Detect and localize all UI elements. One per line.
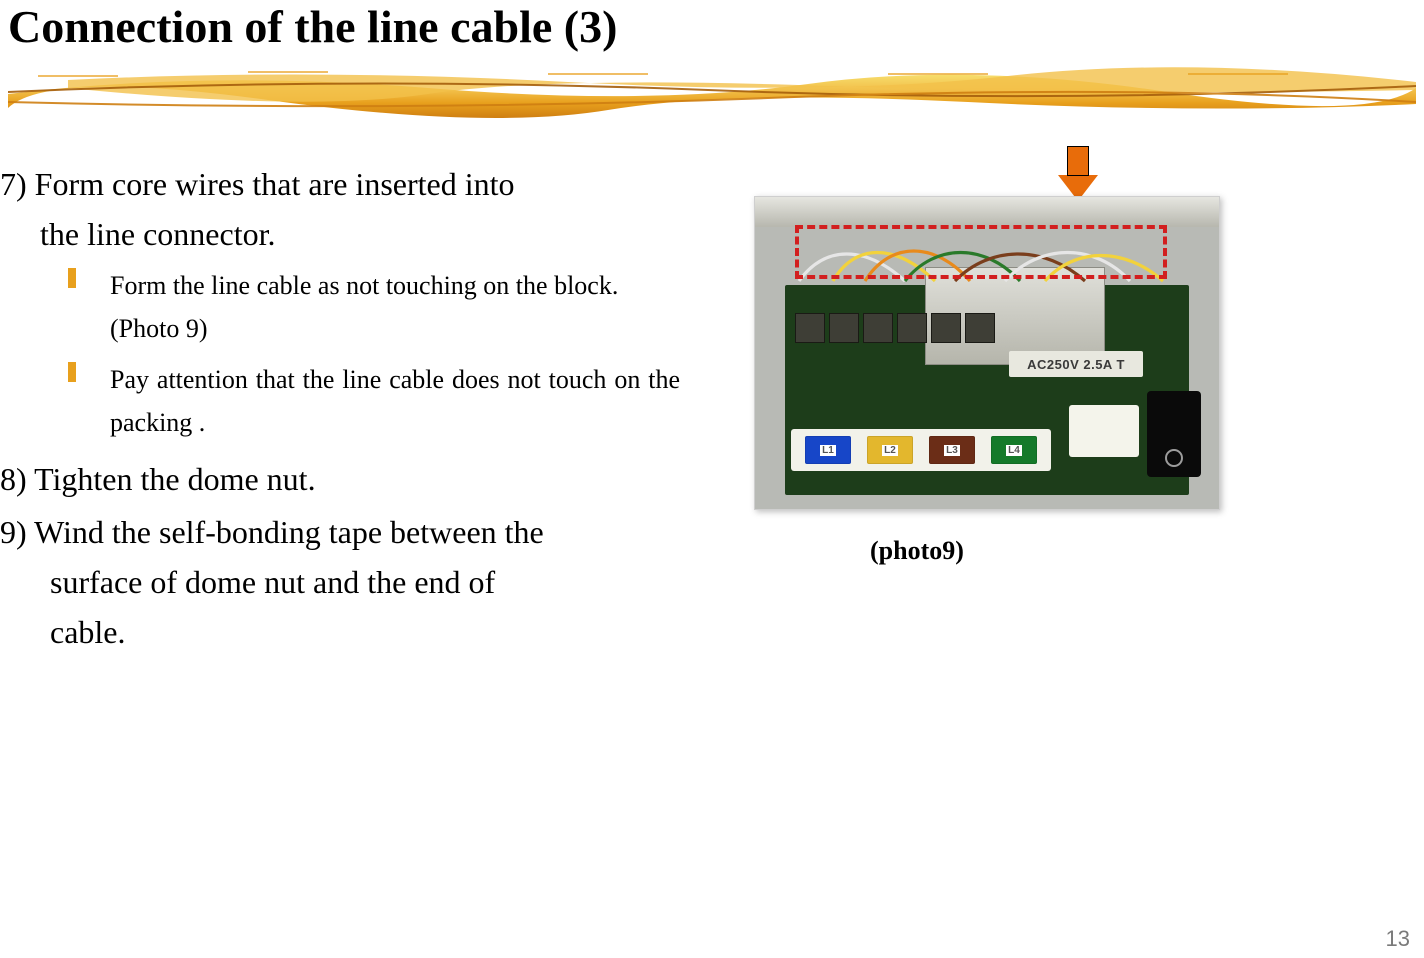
highlight-rectangle [795,225,1167,279]
sub-item: Form the line cable as not touching on t… [66,265,680,351]
page-title: Connection of the line cable (3) [8,0,617,53]
connector-block [1069,405,1139,457]
step-7-line2: the line connector. [0,210,680,260]
photo-caption: (photo9) [870,536,964,566]
label-l3: L3 [929,436,975,464]
sub-item-text: Pay attention that the line cable does n… [110,359,680,445]
sub-item-text: Form the line cable as not touching on t… [110,265,680,351]
step-9-line3: cable. [0,608,680,658]
enclosure-edge [755,197,1219,227]
body-text-column: 7) Form core wires that are inserted int… [0,160,680,657]
page-number: 13 [1386,926,1410,952]
step-number: 9) [0,514,27,550]
label-l1: L1 [805,436,851,464]
brush-divider [8,62,1416,120]
photo9: AC250V 2.5A T L1 L2 L3 L4 [754,196,1220,510]
step-text: Tighten the dome nut. [34,461,315,497]
step-number: 7) [0,166,27,202]
bullet-icon [66,265,78,291]
step-7-sublist: Form the line cable as not touching on t… [0,265,680,445]
line-labels: L1 L2 L3 L4 [791,429,1051,471]
step-text: Form core wires that are inserted into [35,166,515,202]
label-l4: L4 [991,436,1037,464]
bullet-icon [66,359,78,385]
label-l2: L2 [867,436,913,464]
step-9: 9) Wind the self-bonding tape between th… [0,508,680,558]
ac-rating-label: AC250V 2.5A T [1009,351,1143,377]
step-7: 7) Form core wires that are inserted int… [0,160,680,210]
sub-item: Pay attention that the line cable does n… [66,359,680,445]
step-number: 8) [0,461,27,497]
step-text: Wind the self-bonding tape between the [34,514,544,550]
step-8: 8) Tighten the dome nut. [0,455,680,505]
step-9-line2: surface of dome nut and the end of [0,558,680,608]
terminal-blocks [795,313,995,343]
power-switch [1147,391,1201,477]
